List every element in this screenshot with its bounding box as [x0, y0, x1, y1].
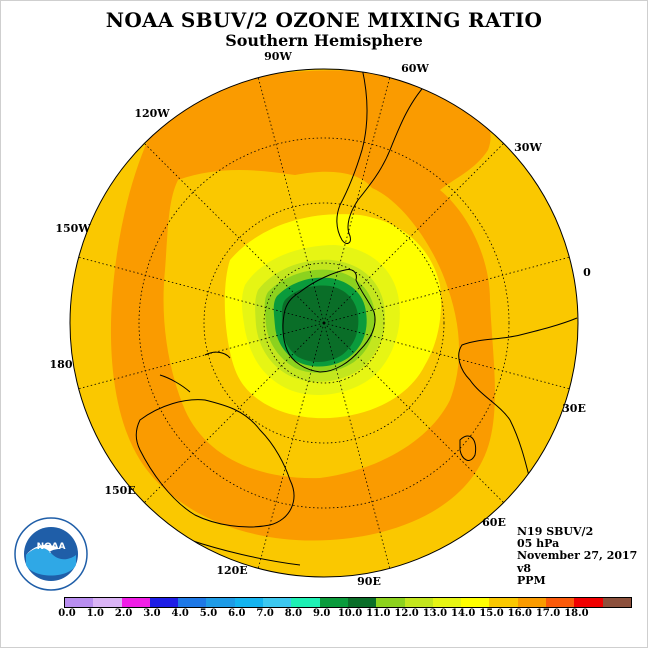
- colorbar-swatch: [206, 598, 235, 607]
- colorbar-tick-label: 8.0: [284, 608, 303, 619]
- colorbar-swatch: [517, 598, 547, 607]
- colorbar-swatch: [149, 598, 179, 607]
- colorbar-tick-label: 4.0: [171, 608, 189, 619]
- colorbar-tick-label: 7.0: [256, 608, 274, 619]
- australia-coast: [135, 399, 295, 528]
- plot-info: N19 SBUV/2 05 hPa November 27, 2017 v8 P…: [517, 525, 638, 587]
- colorbar-swatch: [319, 598, 348, 607]
- map-title: NOAA SBUV/2 OZONE MIXING RATIO: [105, 8, 543, 32]
- colorbar-tick-label: 18.0: [564, 608, 589, 619]
- graticule: [78, 77, 570, 569]
- info-version: v8: [517, 561, 532, 575]
- map-boundary: [69, 68, 579, 578]
- colorbar-tick-label: 12.0: [394, 608, 419, 619]
- colorbar-ticks: 0.0 1.0 2.0 3.0 4.0 5.0 6.0 7.0 8.0 9.0 10.0 11.0 12…: [50, 607, 610, 621]
- colorbar-swatch: [121, 598, 150, 607]
- info-pressure: 05 hPa: [517, 537, 560, 551]
- colorbar-tick-label: 9.0: [312, 608, 331, 619]
- colorbar-swatch: [263, 598, 292, 607]
- antarctica-coast: [282, 269, 376, 373]
- colorbar-swatch: [404, 598, 433, 607]
- colorbar-tick-label: 10.0: [337, 608, 363, 619]
- colorbar-swatch: [347, 598, 377, 607]
- colorbar-tick-label: 0.0: [58, 608, 76, 619]
- longitude-label: 0: [583, 266, 591, 279]
- colorbar-tick-label: 5.0: [199, 608, 218, 619]
- longitude-label: 150W: [55, 222, 91, 235]
- longitude-label: 180: [50, 358, 73, 371]
- orange-band-14-15: [110, 70, 495, 541]
- longitude-label: 90E: [357, 575, 381, 588]
- colorbar-tick-label: 3.0: [143, 608, 161, 619]
- colorbar-tick-label: 14.0: [451, 608, 476, 619]
- contour-below-8: [281, 285, 359, 363]
- colorbar-tick-label: 15.0: [479, 608, 504, 619]
- noaa-logo: NOAA: [14, 517, 88, 591]
- info-units: PPM: [517, 573, 546, 587]
- longitude-label: 30W: [514, 141, 542, 154]
- africa-coast: [458, 317, 578, 481]
- colorbar: [64, 597, 632, 608]
- colorbar-swatch: [234, 598, 264, 607]
- colorbar-tick-label: 11.0: [366, 608, 391, 619]
- madagascar-coast: [459, 435, 477, 461]
- colorbar-tick-label: 2.0: [114, 608, 133, 619]
- indonesia-coast: [189, 539, 381, 577]
- info-satellite: N19 SBUV/2: [517, 525, 594, 538]
- info-date: November 27, 2017: [517, 549, 638, 563]
- map-subtitle: Southern Hemisphere: [225, 31, 423, 50]
- colorbar-swatch: [178, 598, 207, 607]
- colorbar-swatch: [93, 598, 122, 607]
- longitude-label: 90W: [264, 50, 292, 63]
- colorbar-swatch: [489, 598, 518, 607]
- colorbar-tick-label: 13.0: [422, 608, 448, 619]
- colorbar-swatch: [376, 598, 405, 607]
- colorbar-swatch: [291, 598, 320, 607]
- colorbar-swatch: [602, 598, 631, 607]
- colorbar-tick-label: 1.0: [86, 608, 104, 619]
- longitude-label: 120W: [134, 107, 170, 120]
- logo-text: NOAA: [37, 542, 66, 552]
- longitude-label: 120E: [216, 564, 247, 577]
- colorbar-swatch: [461, 598, 490, 607]
- colorbar-tick-label: 16.0: [507, 608, 532, 619]
- south-america-coast: [336, 69, 431, 244]
- colorbar-swatch: [432, 598, 462, 607]
- colorbar-swatch: [574, 598, 603, 607]
- colorbar-tick-label: 6.0: [228, 608, 246, 619]
- longitude-label: 60E: [482, 516, 506, 529]
- colorbar-swatch: [546, 598, 575, 607]
- colorbar-tick-label: 17.0: [535, 608, 561, 619]
- longitude-label: 30E: [562, 402, 586, 415]
- coastlines: [135, 69, 578, 577]
- longitude-label: 60W: [401, 62, 429, 75]
- colorbar-swatch: [65, 598, 94, 607]
- longitude-label: 150E: [104, 484, 135, 497]
